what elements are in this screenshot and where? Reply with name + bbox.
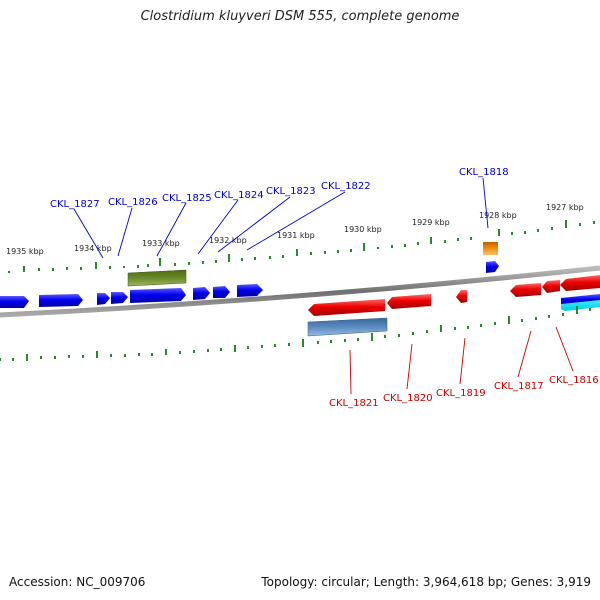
gene-arrow[interactable] <box>387 294 431 309</box>
gene-arrow[interactable] <box>97 293 110 305</box>
gene-label[interactable]: CKL_1827 <box>50 199 100 210</box>
gene-label[interactable]: CKL_1820 <box>383 393 433 404</box>
gene-arrow[interactable] <box>130 288 186 303</box>
tick-label: 1931 kbp <box>277 231 315 240</box>
gene-label[interactable]: CKL_1818 <box>459 167 509 178</box>
gene-arrow[interactable] <box>510 283 541 297</box>
feature-steelblue[interactable] <box>307 317 388 337</box>
gene-label[interactable]: CKL_1824 <box>214 190 264 201</box>
gene-label[interactable]: CKL_1821 <box>329 398 379 409</box>
forward-gene-arrows <box>0 284 263 308</box>
reverse-gene-labels: CKL_1821 CKL_1820 CKL_1819 CKL_1817 CKL_… <box>329 375 599 409</box>
tick-label: 1929 kbp <box>412 218 450 227</box>
accession-text: Accession: NC_009706 <box>9 575 146 589</box>
gene-label[interactable]: CKL_1817 <box>494 381 544 392</box>
tick-label: 1932 kbp <box>209 236 247 245</box>
feature-orange[interactable] <box>483 242 498 255</box>
tick-label: 1930 kbp <box>344 225 382 234</box>
gene-label[interactable]: CKL_1825 <box>162 193 212 204</box>
gene-label[interactable]: CKL_1822 <box>321 181 371 192</box>
gene-arrow[interactable] <box>0 296 29 308</box>
feature-green[interactable] <box>127 269 187 287</box>
gene-arrow[interactable] <box>237 284 263 297</box>
reverse-leader-lines <box>349 326 574 395</box>
gene-label[interactable]: CKL_1816 <box>549 375 599 386</box>
forward-leader-lines <box>73 177 489 259</box>
tick-label: 1934 kbp <box>74 244 112 253</box>
gene-arrow[interactable] <box>193 287 210 300</box>
outer-tick-ring <box>8 220 595 273</box>
gene-label[interactable]: CKL_1819 <box>436 388 486 399</box>
gene-arrow[interactable] <box>560 275 600 291</box>
topology-text: Topology: circular; Length: 3,964,618 bp… <box>261 575 591 589</box>
tick-label: 1927 kbp <box>546 203 584 212</box>
tick-label: 1928 kbp <box>479 211 517 220</box>
map-title: Clostridium kluyveri DSM 555, complete g… <box>140 9 460 24</box>
gene-arrow-1818[interactable] <box>486 261 499 273</box>
gene-arrow[interactable] <box>542 280 560 293</box>
gene-arrow[interactable] <box>308 299 385 316</box>
forward-gene-labels: CKL_1827 CKL_1826 CKL_1825 CKL_1824 CKL_… <box>50 167 509 210</box>
gene-arrow[interactable] <box>213 286 230 298</box>
tick-label: 1933 kbp <box>142 239 180 248</box>
reverse-gene-arrows <box>308 275 600 316</box>
gene-label[interactable]: CKL_1823 <box>266 186 316 197</box>
gene-arrow[interactable] <box>456 290 467 303</box>
gene-arrow[interactable] <box>39 294 83 307</box>
gene-arrow[interactable] <box>111 292 128 304</box>
genome-backbone <box>0 265 600 318</box>
gene-label[interactable]: CKL_1826 <box>108 197 158 208</box>
inner-tick-ring <box>0 306 591 361</box>
tick-labels: 1935 kbp 1934 kbp 1933 kbp 1932 kbp 1931… <box>6 203 584 256</box>
tick-label: 1935 kbp <box>6 247 44 256</box>
feature-cyan-right[interactable] <box>561 300 600 311</box>
